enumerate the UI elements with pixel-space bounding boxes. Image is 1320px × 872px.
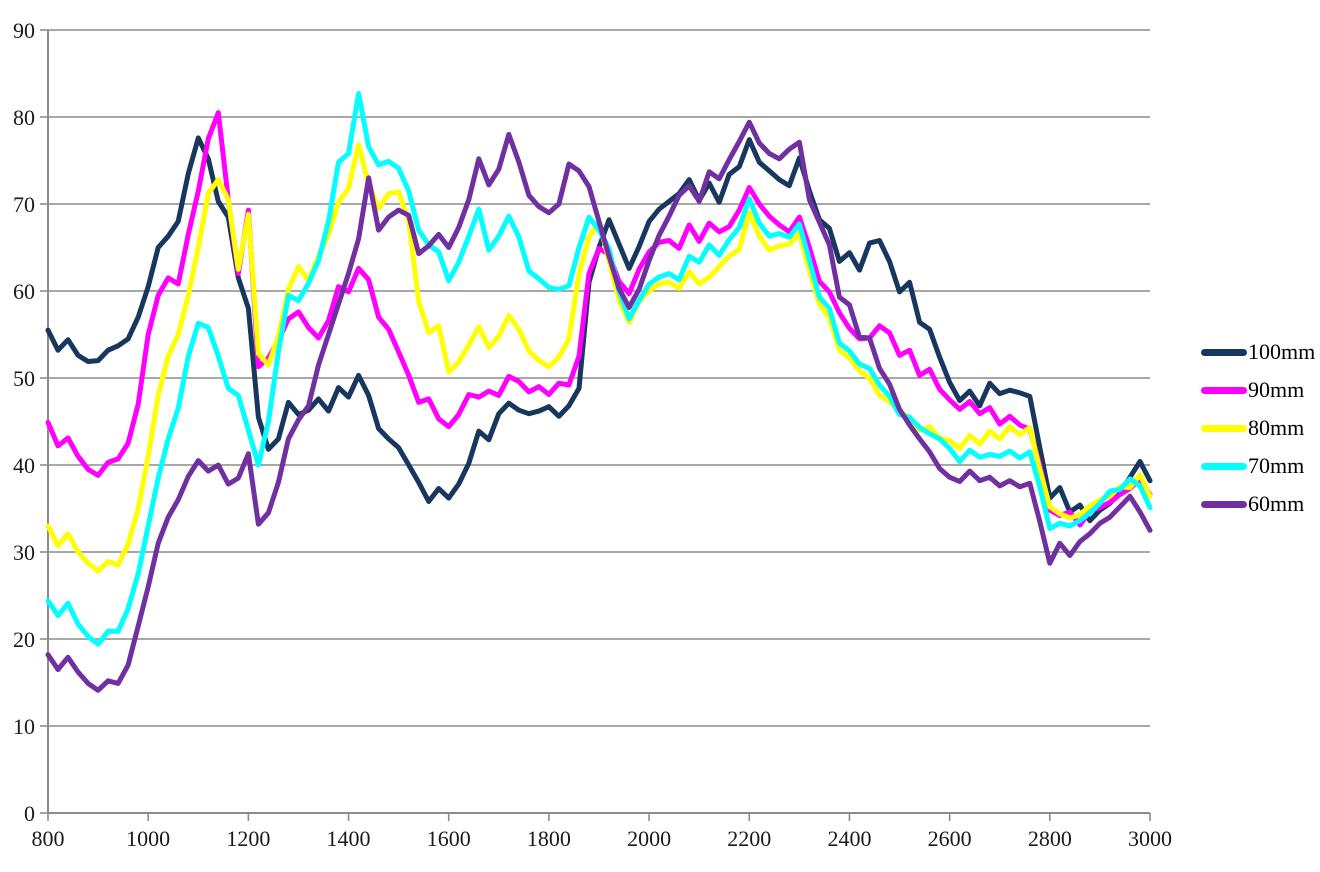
x-axis-label-3000: 3000 bbox=[1128, 826, 1172, 851]
y-axis-label-90: 90 bbox=[13, 18, 35, 43]
series-line-60mm bbox=[45, 119, 1153, 693]
x-axis-label-1200: 1200 bbox=[226, 826, 270, 851]
chart-legend: 100mm 90mm 80mm 70mm 60mm bbox=[1201, 333, 1315, 523]
legend-item-100mm: 100mm bbox=[1201, 333, 1315, 371]
x-axis-label-2400: 2400 bbox=[827, 826, 871, 851]
x-axis-label-800: 800 bbox=[32, 826, 65, 851]
x-axis-label-2200: 2200 bbox=[727, 826, 771, 851]
y-axis-label-40: 40 bbox=[13, 453, 35, 478]
x-axis-label-2000: 2000 bbox=[627, 826, 671, 851]
x-axis-label-2800: 2800 bbox=[1028, 826, 1072, 851]
legend-item-60mm: 60mm bbox=[1201, 485, 1315, 523]
y-axis-label-80: 80 bbox=[13, 105, 35, 130]
legend-swatch-80mm bbox=[1201, 424, 1247, 432]
legend-label-90mm: 90mm bbox=[1248, 377, 1305, 402]
y-axis-label-0: 0 bbox=[24, 801, 35, 826]
legend-swatch-100mm bbox=[1201, 348, 1247, 356]
legend-swatch-60mm bbox=[1201, 500, 1247, 508]
x-axis-label-1400: 1400 bbox=[327, 826, 371, 851]
x-axis-label-1800: 1800 bbox=[527, 826, 571, 851]
y-axis-label-10: 10 bbox=[13, 714, 35, 739]
y-axis-label-50: 50 bbox=[13, 366, 35, 391]
y-axis-label-20: 20 bbox=[13, 627, 35, 652]
legend-label-100mm: 100mm bbox=[1248, 339, 1316, 364]
y-axis-label-70: 70 bbox=[13, 192, 35, 217]
legend-label-80mm: 80mm bbox=[1248, 415, 1305, 440]
legend-item-70mm: 70mm bbox=[1201, 447, 1315, 485]
legend-label-60mm: 60mm bbox=[1248, 491, 1305, 516]
legend-swatch-70mm bbox=[1201, 462, 1247, 470]
x-axis-label-1000: 1000 bbox=[126, 826, 170, 851]
series-line-100mm bbox=[45, 135, 1153, 524]
x-axis-label-1600: 1600 bbox=[427, 826, 471, 851]
series-line-80mm bbox=[45, 142, 1153, 574]
legend-label-70mm: 70mm bbox=[1248, 453, 1305, 478]
y-axis-label-60: 60 bbox=[13, 279, 35, 304]
legend-item-90mm: 90mm bbox=[1201, 371, 1315, 409]
x-axis-label-2600: 2600 bbox=[928, 826, 972, 851]
legend-item-80mm: 80mm bbox=[1201, 409, 1315, 447]
legend-swatch-90mm bbox=[1201, 386, 1247, 394]
y-axis-label-30: 30 bbox=[13, 540, 35, 565]
